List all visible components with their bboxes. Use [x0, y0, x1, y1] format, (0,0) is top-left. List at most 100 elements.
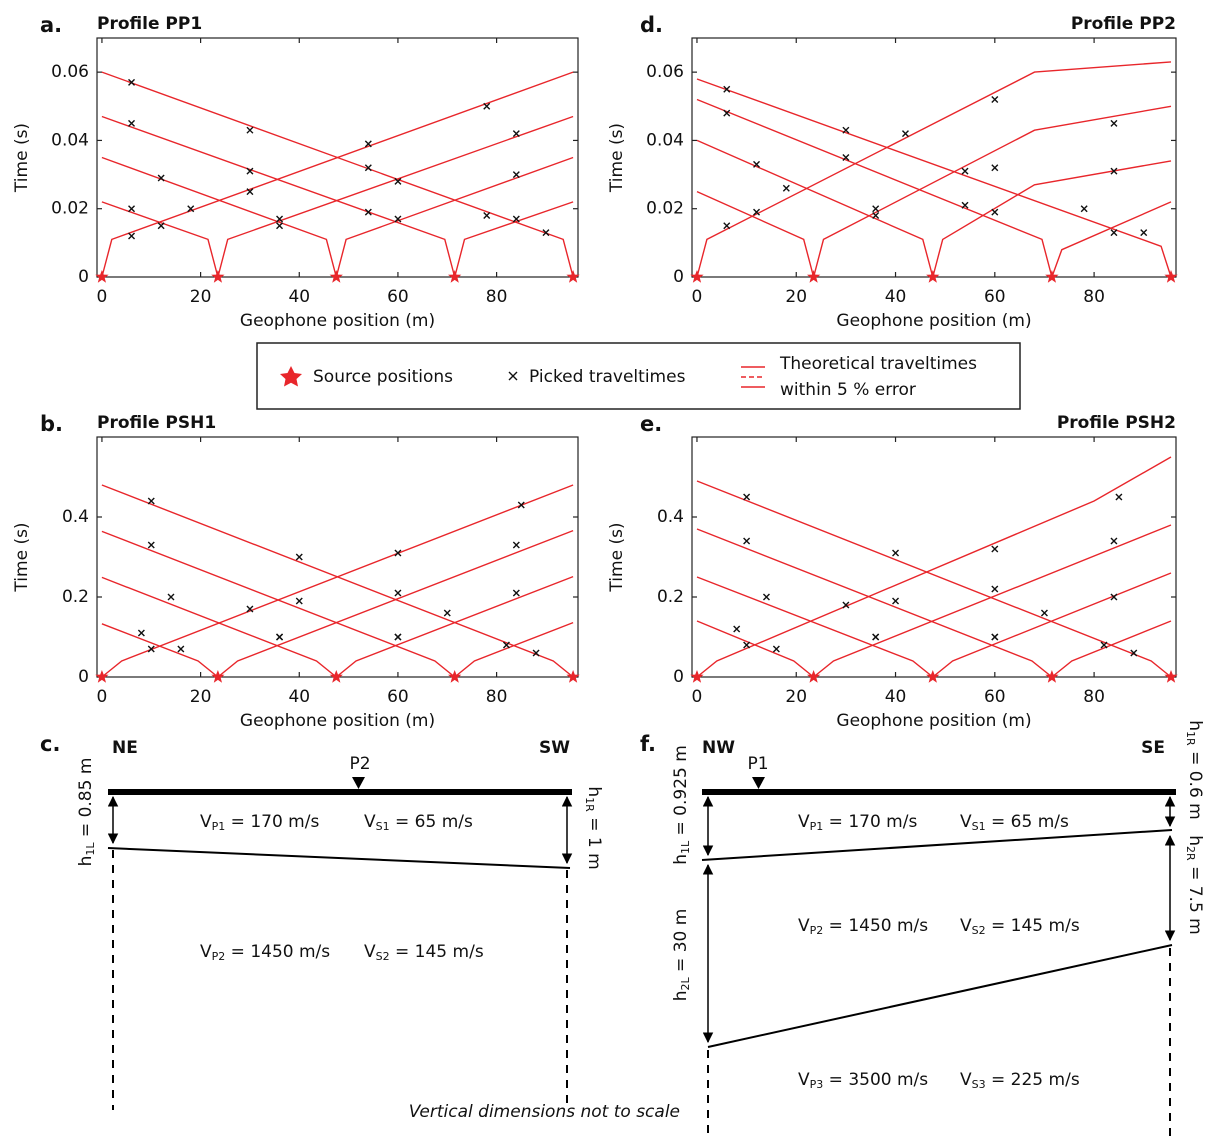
- traveltime-curve: [101, 115, 574, 280]
- source-position: [1045, 270, 1059, 283]
- source-position: [329, 670, 343, 683]
- source-position: [807, 670, 821, 683]
- traveltime-curve: [101, 484, 574, 678]
- subscript: P1: [810, 820, 824, 833]
- direction-label: NW: [702, 738, 735, 758]
- x-tick-label: 60: [984, 687, 1006, 707]
- y-tick-label: 0: [673, 267, 684, 287]
- symbol: h: [76, 856, 96, 867]
- subscript: S1: [972, 820, 986, 833]
- velocity-label: VS1 = 65 m/s: [364, 812, 473, 833]
- symbol: V: [960, 916, 972, 936]
- y-tick-label: 0.06: [646, 62, 684, 82]
- label-text: = 1 m: [584, 812, 604, 870]
- picked-traveltime: [872, 633, 880, 641]
- legend-label: within 5 % error: [780, 380, 916, 400]
- subscript: 1R: [1184, 731, 1197, 746]
- x-tick-label: 40: [885, 287, 907, 307]
- picked-traveltime: [961, 167, 969, 175]
- panel-label: e.: [640, 412, 662, 436]
- x-tick-label: 80: [486, 287, 508, 307]
- x-axis-label: Geophone position (m): [240, 711, 435, 731]
- source-position: [1164, 270, 1178, 283]
- picked-traveltime: [512, 171, 520, 179]
- thickness-label: h1R = 0.6 m: [1184, 720, 1205, 820]
- label-text: = 30 m: [671, 909, 691, 978]
- picked-traveltime: [394, 215, 402, 223]
- subscript: S2: [972, 924, 986, 937]
- picked-traveltime: [743, 537, 751, 545]
- picked-traveltime: [512, 130, 520, 138]
- x-tick-label: 40: [288, 287, 310, 307]
- legend-star: [280, 366, 302, 387]
- subscript: 1L: [679, 840, 692, 854]
- picked-traveltime: [901, 130, 909, 138]
- picked-traveltime: [542, 229, 550, 237]
- panel-label: c.: [40, 732, 60, 756]
- source-position: [95, 270, 109, 283]
- picked-traveltime: [1140, 229, 1148, 237]
- picked-traveltime: [517, 501, 525, 509]
- plot: e. Profile PSH2 Geophone position (m) Time …: [607, 412, 1178, 731]
- direction-label: NE: [112, 738, 138, 758]
- picked-traveltime: [147, 497, 155, 505]
- velocity-label: VP1 = 170 m/s: [200, 812, 319, 833]
- source-position: [690, 670, 704, 683]
- picked-traveltime: [167, 593, 175, 601]
- y-tick-label: 0: [673, 667, 684, 687]
- source-position: [566, 670, 580, 683]
- note: Vertical dimensions not to scale: [409, 1102, 680, 1122]
- subscript: P1: [212, 820, 226, 833]
- symbol: h: [584, 786, 604, 797]
- picked-traveltime: [723, 109, 731, 117]
- traveltime-curve: [696, 139, 1172, 280]
- x-tick-label: 20: [190, 687, 212, 707]
- picked-traveltime: [246, 167, 254, 175]
- picked-traveltime: [1110, 119, 1118, 127]
- velocity-label: VP1 = 170 m/s: [798, 812, 917, 833]
- picked-traveltime: [364, 164, 372, 172]
- picked-traveltime: [483, 212, 491, 220]
- picked-traveltime: [512, 541, 520, 549]
- x-axis-label: Geophone position (m): [836, 711, 1031, 731]
- interface: [107, 847, 571, 869]
- traveltime-curve: [696, 480, 1172, 678]
- source-position: [448, 670, 462, 683]
- legend-label: Source positions: [313, 367, 453, 387]
- symbol: V: [960, 812, 972, 832]
- direction-label: SW: [539, 738, 570, 758]
- x-tick-label: 60: [984, 287, 1006, 307]
- panel-label: f.: [640, 732, 656, 756]
- y-tick-label: 0.06: [51, 62, 89, 82]
- y-axis-label: Time (s): [12, 522, 32, 592]
- source-position: [690, 270, 704, 283]
- source-position: [926, 670, 940, 683]
- legend-cross: [508, 371, 518, 381]
- plot: d. Profile PP2 Geophone position (m) Time (…: [607, 13, 1178, 331]
- marker-triangle: [752, 777, 765, 789]
- subscript: 2R: [1184, 846, 1197, 861]
- picked-traveltime: [961, 201, 969, 209]
- picked-traveltime: [1110, 593, 1118, 601]
- symbol: V: [798, 1070, 810, 1090]
- y-tick-label: 0.4: [62, 507, 89, 527]
- picked-traveltime: [128, 119, 136, 127]
- picked-traveltime: [782, 184, 790, 192]
- source-position: [807, 270, 821, 283]
- y-axis-label: Time (s): [607, 123, 627, 193]
- y-tick-label: 0.04: [51, 130, 89, 150]
- label-text: = 3500 m/s: [823, 1070, 928, 1090]
- symbol: V: [798, 916, 810, 936]
- y-tick-label: 0.02: [51, 199, 89, 219]
- marker-triangle: [352, 777, 365, 789]
- picked-traveltime: [772, 645, 780, 653]
- subscript: 1L: [84, 842, 97, 856]
- subscript: 1R: [583, 797, 596, 812]
- label-text: = 145 m/s: [390, 942, 484, 962]
- y-tick-label: 0.2: [62, 587, 89, 607]
- traveltime-curve: [696, 528, 1172, 678]
- picked-traveltime: [991, 545, 999, 553]
- symbol: V: [798, 812, 810, 832]
- picked-traveltime: [128, 205, 136, 213]
